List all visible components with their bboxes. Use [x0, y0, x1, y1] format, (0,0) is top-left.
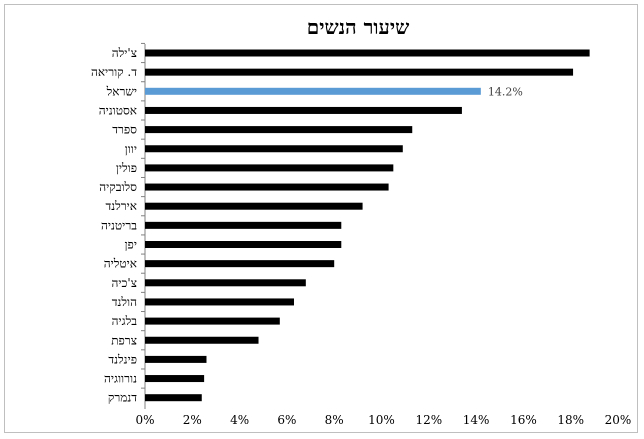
category-label: יפן	[125, 238, 138, 252]
bar-1	[145, 68, 574, 76]
x-tick-label: 12%	[415, 413, 442, 427]
category-label: דנמרק	[108, 391, 137, 405]
category-label: אירלנד	[105, 199, 137, 213]
bar-13	[145, 298, 294, 306]
category-label: הולנד	[112, 295, 137, 309]
category-label: צ'ילה	[112, 46, 137, 60]
bar-2	[145, 87, 481, 95]
category-label: נורווגיה	[104, 372, 137, 386]
bar-9	[145, 221, 342, 229]
bar-16	[145, 355, 207, 363]
x-tick-label: 8%	[325, 413, 344, 427]
category-label: בריטניה	[101, 218, 137, 232]
x-tick-label: 18%	[557, 413, 584, 427]
category-label: סלובקיה	[99, 180, 137, 194]
bar-12	[145, 279, 306, 287]
bar-8	[145, 202, 363, 210]
bar-6	[145, 164, 394, 172]
chart-title: שיעור הנשים	[307, 15, 410, 39]
category-label: צ'כיה	[112, 276, 138, 290]
category-label: אסטוניה	[99, 103, 137, 117]
category-label: פולין	[116, 161, 137, 175]
category-label: יוון	[125, 142, 137, 156]
x-tick-label: 16%	[510, 413, 537, 427]
bar-17	[145, 375, 205, 383]
x-tick-label: 10%	[368, 413, 395, 427]
x-tick-label: 4%	[230, 413, 249, 427]
x-tick-label: 6%	[277, 413, 296, 427]
bar-3	[145, 106, 462, 114]
bar-18	[145, 394, 202, 402]
x-tick-label: 20%	[605, 413, 632, 427]
category-label: פינלנד	[108, 352, 137, 366]
bar-10	[145, 241, 342, 248]
category-label: ד. קוריאה	[91, 65, 137, 79]
bar-14	[145, 317, 280, 325]
x-tick-label: 0%	[135, 413, 154, 427]
bar-15	[145, 336, 259, 344]
category-label: צרפת	[111, 333, 137, 347]
x-tick-label: 2%	[183, 413, 202, 427]
bar-11	[145, 260, 335, 268]
bar-0	[145, 49, 590, 57]
category-label: איטליה	[104, 257, 137, 271]
bar-4	[145, 126, 413, 134]
category-label: בלגיה	[112, 314, 138, 328]
bar-5	[145, 145, 403, 153]
bar-7	[145, 183, 389, 191]
x-tick-label: 14%	[463, 413, 490, 427]
category-label: ישראל	[106, 84, 137, 98]
data-label: 14.2%	[488, 85, 523, 98]
category-label: ספרד	[112, 123, 137, 137]
